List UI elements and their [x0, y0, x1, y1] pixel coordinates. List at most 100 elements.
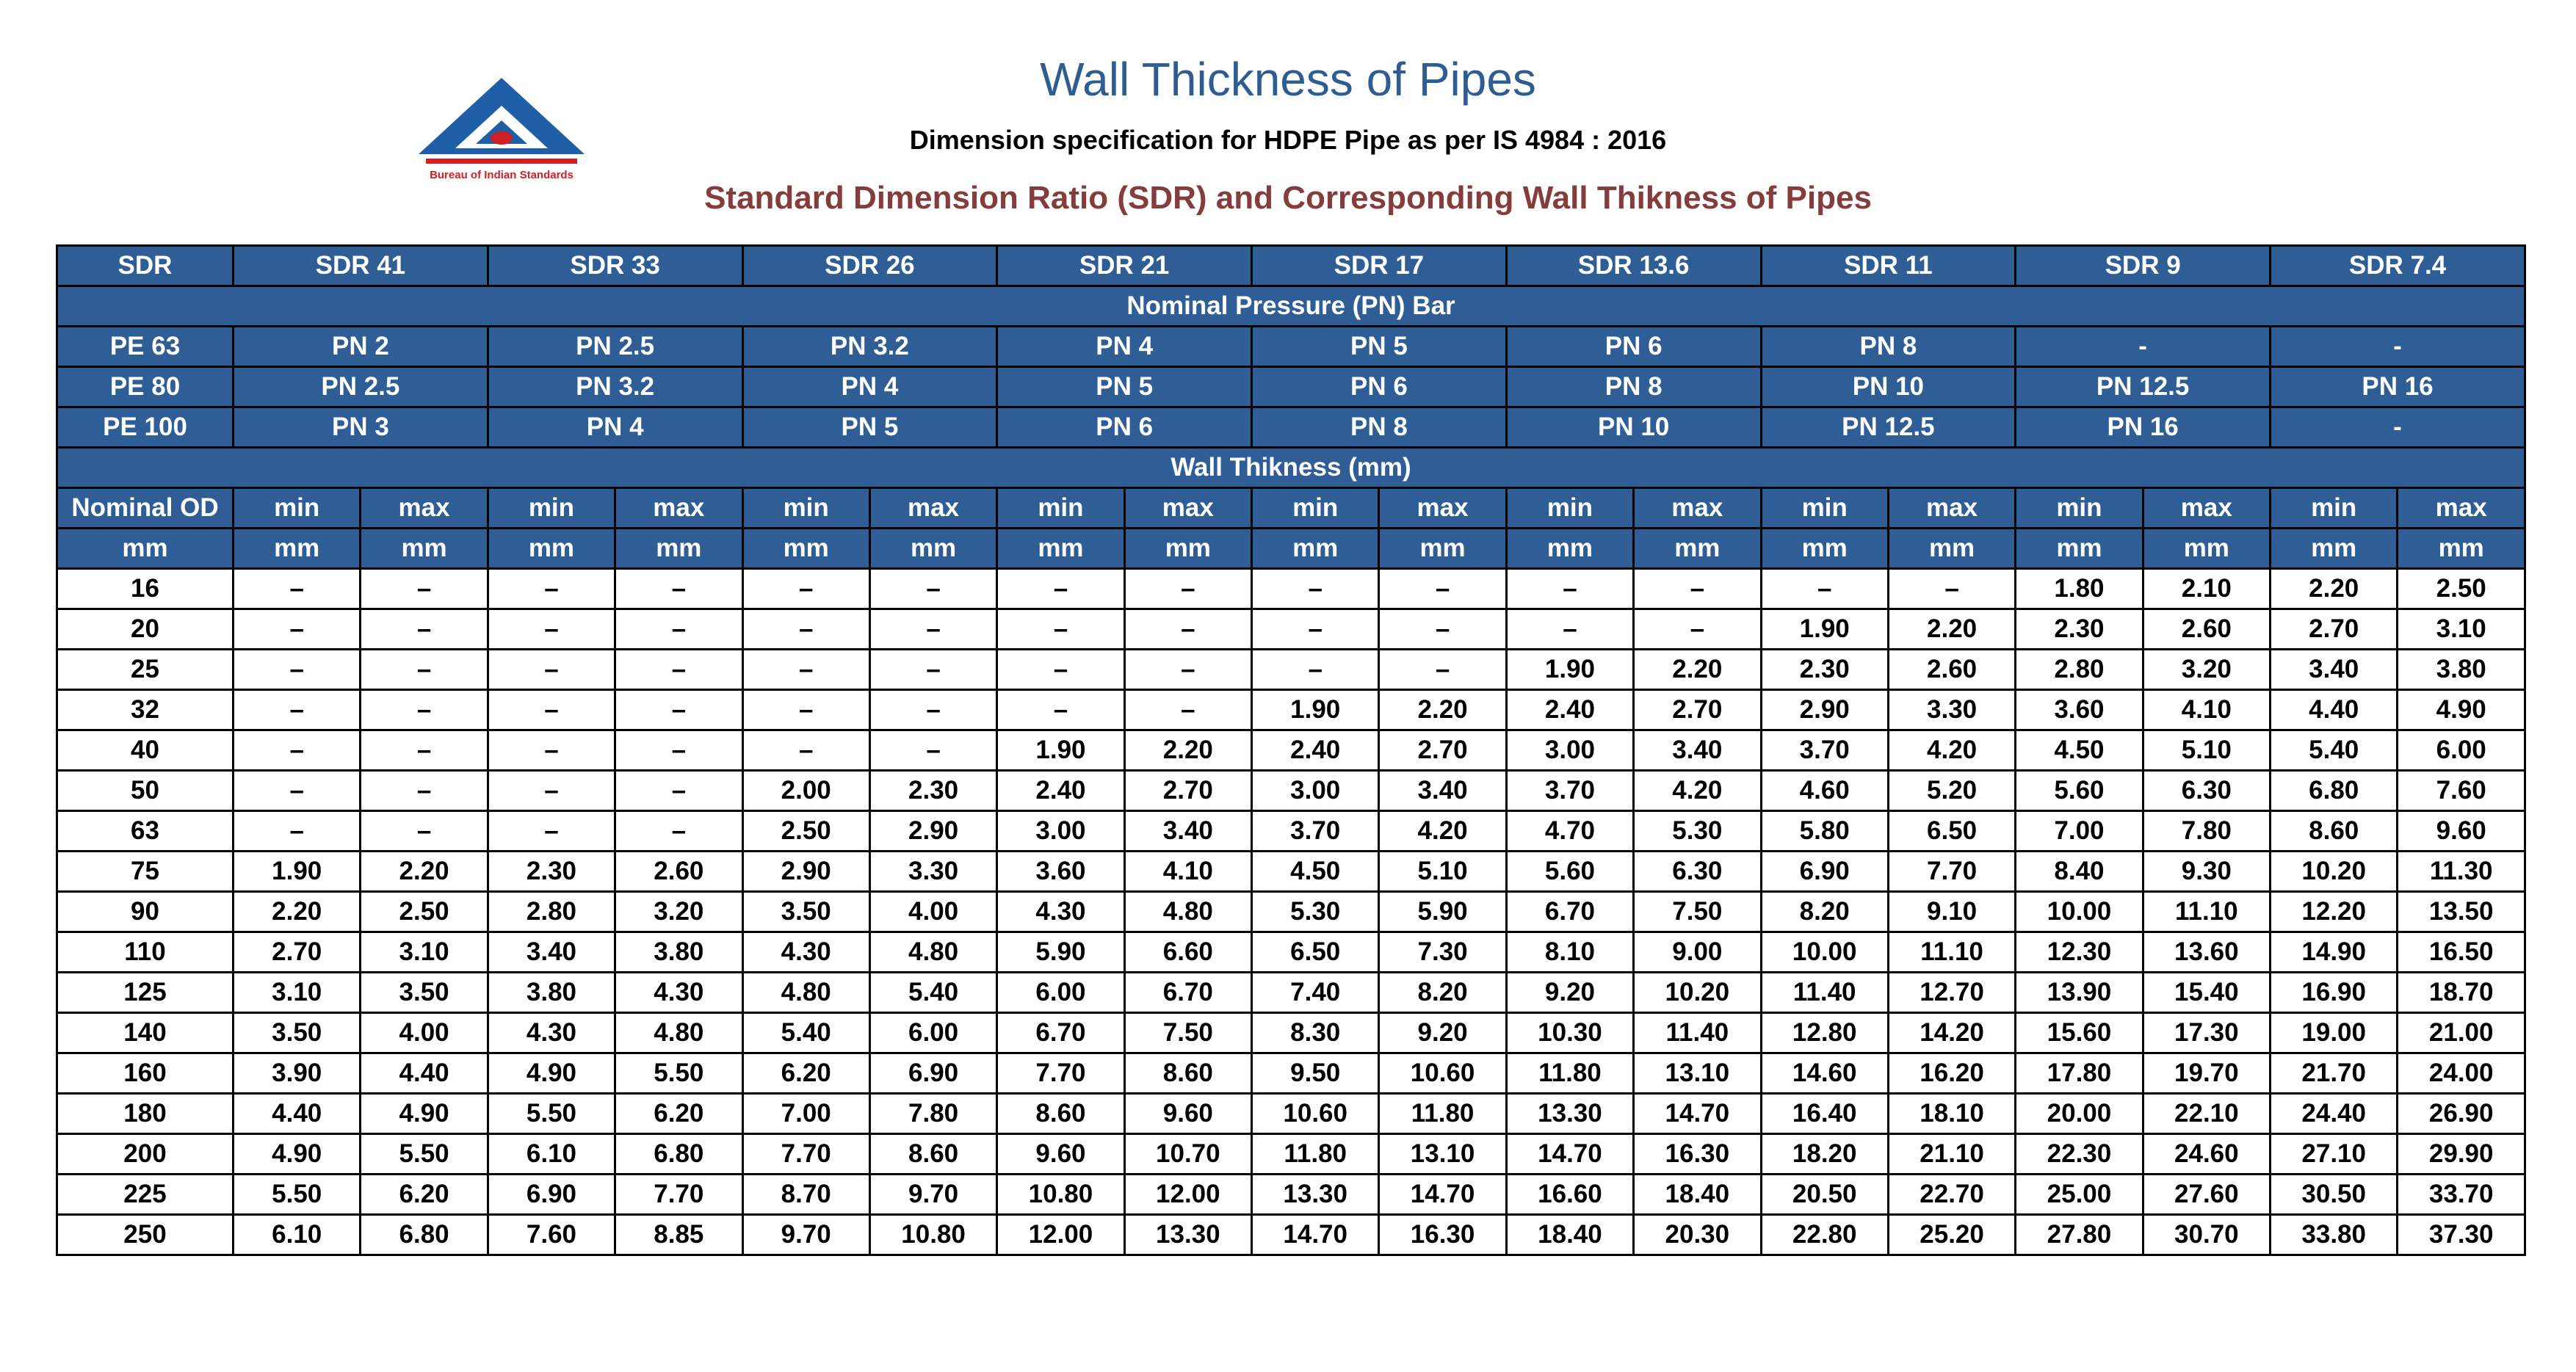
thickness-value: 3.10: [2396, 608, 2526, 650]
thickness-value: 13.10: [1632, 1052, 1762, 1095]
max-label: max: [2396, 487, 2526, 529]
thickness-value: –: [486, 567, 617, 610]
thickness-value: –: [1505, 608, 1635, 650]
thickness-value: –: [614, 810, 744, 852]
thickness-value: 6.70: [1505, 890, 1635, 933]
thickness-value: –: [868, 608, 999, 650]
thickness-value: 4.20: [1378, 810, 1508, 852]
thickness-value: 6.20: [359, 1173, 489, 1216]
thickness-value: 13.30: [1123, 1213, 1253, 1256]
table-row: 40– – – – – –1.90 2.20 2.40 2.70 3.00 3.40 3.70 4.20…: [56, 729, 2526, 772]
thickness-value: 3.90: [231, 1052, 362, 1095]
thickness-value: 3.70: [1250, 810, 1381, 852]
table-row: 140 3.50 4.00 4.30 4.80 5.40 6.00 6.70 7.50 8.30 9…: [56, 1012, 2526, 1054]
thickness-value: 3.70: [1759, 729, 1889, 772]
nominal-od-label: Nominal OD: [56, 487, 234, 529]
thickness-value: 18.40: [1505, 1213, 1635, 1256]
pn-value: PN 16: [2014, 406, 2271, 449]
thickness-value: 3.60: [996, 850, 1126, 893]
thickness-value: –: [359, 810, 489, 852]
thickness-value: 21.00: [2396, 1012, 2526, 1054]
unit-label: mm: [996, 527, 1126, 570]
thickness-value: 1.90: [1505, 648, 1635, 691]
thickness-value: –: [614, 567, 744, 610]
thickness-value: 7.50: [1123, 1012, 1253, 1054]
thickness-value: 24.40: [2268, 1092, 2399, 1135]
nominal-od-value: 75: [56, 850, 234, 893]
table-row: 16– – – – – – – – – – – – – –1.80 2.10 2.20 2.50: [56, 567, 2526, 610]
thickness-value: 13.90: [2014, 971, 2144, 1014]
thickness-value: 5.10: [2141, 729, 2272, 772]
thickness-value: 2.40: [996, 769, 1126, 812]
thickness-value: 8.85: [614, 1213, 744, 1256]
thickness-value: 3.30: [1886, 689, 2017, 731]
thickness-value: 9.20: [1505, 971, 1635, 1014]
pn-value: -: [2014, 325, 2271, 368]
thickness-value: –: [486, 648, 617, 691]
pn-value: PN 5: [996, 366, 1253, 408]
pn-value: PN 10: [1505, 406, 1762, 449]
wall-thickness-heading: Wall Thikness (mm): [56, 446, 2526, 489]
thickness-value: –: [741, 608, 871, 650]
thickness-value: –: [868, 567, 999, 610]
thickness-value: 2.70: [1378, 729, 1508, 772]
pe-grade-label: PE 100: [56, 406, 234, 449]
thickness-value: –: [231, 689, 362, 731]
thickness-value: 9.70: [741, 1213, 871, 1256]
table-row: 63– – – –2.50 2.90 3.00 3.40 3.70 4.20 4.70 5.30 5.…: [56, 810, 2526, 852]
thickness-value: 8.40: [2014, 850, 2144, 893]
thickness-value: 2.50: [359, 890, 489, 933]
thickness-value: 4.60: [1759, 769, 1889, 812]
nominal-od-value: 32: [56, 689, 234, 731]
pn-value: PN 3.2: [486, 366, 744, 408]
thickness-value: 12.00: [1123, 1173, 1253, 1216]
thickness-value: –: [1505, 567, 1635, 610]
thickness-value: 4.70: [1505, 810, 1635, 852]
thickness-value: –: [741, 689, 871, 731]
thickness-value: 4.20: [1632, 769, 1762, 812]
nominal-od-value: 125: [56, 971, 234, 1014]
thickness-value: 11.40: [1632, 1012, 1762, 1054]
thickness-value: 6.70: [1123, 971, 1253, 1014]
thickness-value: 6.80: [614, 1133, 744, 1175]
unit-row: mm mm mm mm mm mm mm mm mm mm mm mm mm mm mm mm mm mm mm: [56, 527, 2526, 570]
thickness-value: 7.80: [2141, 810, 2272, 852]
pn-value: PN 16: [2269, 366, 2526, 408]
pe-grade-label: PE 63: [56, 325, 234, 368]
thickness-value: 14.70: [1378, 1173, 1508, 1216]
thickness-value: 25.20: [1886, 1213, 2017, 1256]
thickness-value: 8.20: [1759, 890, 1889, 933]
thickness-value: 8.60: [1123, 1052, 1253, 1095]
max-label: max: [868, 487, 999, 529]
table-row: 160 3.90 4.40 4.90 5.50 6.20 6.90 7.70 8.60 9.50 1…: [56, 1052, 2526, 1095]
thickness-value: –: [359, 729, 489, 772]
thickness-value: 3.40: [1378, 769, 1508, 812]
thickness-value: 2.60: [614, 850, 744, 893]
thickness-value: –: [486, 608, 617, 650]
thickness-value: 6.90: [486, 1173, 617, 1216]
thickness-value: –: [359, 689, 489, 731]
thickness-value: 14.20: [1886, 1012, 2017, 1054]
thickness-value: –: [741, 567, 871, 610]
thickness-value: 11.30: [2396, 850, 2526, 893]
thickness-value: 3.30: [868, 850, 999, 893]
thickness-value: 27.10: [2268, 1133, 2399, 1175]
thickness-value: –: [1250, 608, 1381, 650]
thickness-value: 12.00: [996, 1213, 1126, 1256]
thickness-value: 4.90: [231, 1133, 362, 1175]
thickness-value: 10.20: [1632, 971, 1762, 1014]
thickness-value: 2.30: [486, 850, 617, 893]
thickness-value: 6.60: [1123, 931, 1253, 973]
nominal-od-value: 250: [56, 1213, 234, 1256]
thickness-value: 22.10: [2141, 1092, 2272, 1135]
thickness-value: 1.90: [1759, 608, 1889, 650]
min-label: min: [2014, 487, 2144, 529]
pn-value: PN 6: [996, 406, 1253, 449]
nominal-od-value: 63: [56, 810, 234, 852]
thickness-value: 13.30: [1250, 1173, 1381, 1216]
min-label: min: [231, 487, 362, 529]
pn-heading: Nominal Pressure (PN) Bar: [56, 285, 2526, 327]
unit-label: mm: [2268, 527, 2399, 570]
thickness-value: 14.90: [2268, 931, 2399, 973]
table-row: 110 2.70 3.10 3.40 3.80 4.30 4.80 5.90 6.60 6.50 7…: [56, 931, 2526, 973]
